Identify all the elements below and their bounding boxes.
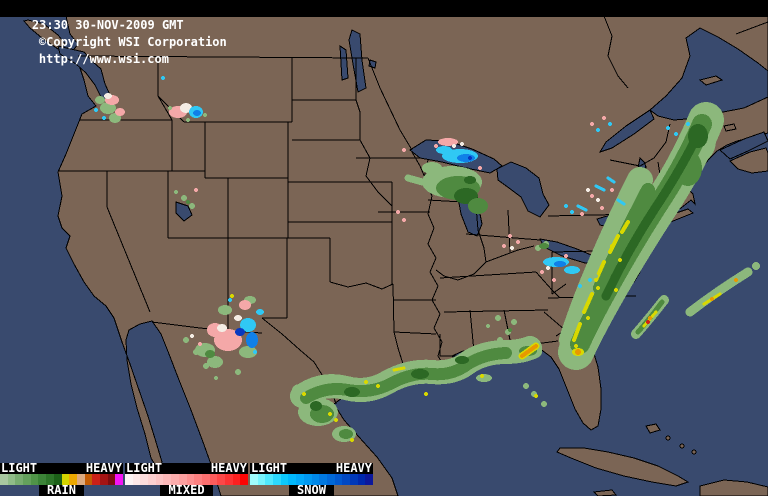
copyright: ©Copyright WSI Corporation	[38, 35, 227, 49]
radar-mix-idaho-montana	[161, 76, 207, 122]
bahamas-island	[679, 443, 685, 449]
radar-mix-washington	[94, 93, 125, 123]
radar-snow-upstate-newyork	[564, 116, 690, 216]
hispaniola	[699, 479, 768, 496]
rain-label: RAIN	[39, 484, 84, 496]
legend-section-mixed: LIGHT HEAVY MIXED	[125, 461, 248, 496]
radar-rain-offshore-atlantic	[631, 262, 760, 339]
bahamas-island	[691, 449, 697, 455]
cuba	[556, 447, 690, 487]
legend-section-snow: LIGHT HEAVY SNOW	[250, 461, 373, 496]
mixed-heavy-label: HEAVY	[210, 461, 247, 475]
legend-section-rain: LIGHT HEAVY RAIN	[0, 461, 123, 496]
state-borders	[58, 15, 768, 405]
radar-snow-great-lakes	[396, 138, 488, 222]
radar-rain-florida-panhandle	[486, 315, 547, 407]
status-bar: 23:30 30-NOV-2009 GMT ©Copyright WSI Cor…	[0, 0, 768, 66]
vancouver-island	[23, 19, 67, 50]
st-lawrence-river	[598, 109, 655, 153]
radar-overlay	[94, 76, 760, 442]
radar-snow-lake-erie	[502, 234, 598, 288]
snow-scale-header: LIGHT HEAVY	[250, 461, 373, 475]
radar-rain-east-coast-band	[558, 102, 724, 370]
rain-scale-header: LIGHT HEAVY	[0, 461, 123, 475]
lake-huron	[496, 161, 550, 218]
rain-light-label: LIGHT	[1, 461, 38, 475]
prince-edward-island	[723, 123, 737, 132]
snow-color-scale	[250, 474, 373, 485]
anticosti-island	[698, 75, 724, 86]
jamaica	[592, 489, 617, 496]
mixed-scale-header: LIGHT HEAVY	[125, 461, 248, 475]
lake-manitoba	[339, 45, 349, 81]
nova-scotia	[729, 147, 768, 174]
snow-heavy-label: HEAVY	[335, 461, 372, 475]
bahamas-island	[665, 435, 671, 441]
bay-of-fundy	[719, 131, 768, 160]
mixed-light-label: LIGHT	[126, 461, 163, 475]
mixed-color-scale	[125, 474, 248, 485]
radar-rain-gulf-coast-band	[290, 336, 542, 442]
mixed-label: MIXED	[160, 484, 213, 496]
rain-color-scale	[0, 474, 123, 485]
radar-rain-utah	[174, 188, 198, 209]
lake-winnipeg	[348, 29, 367, 93]
wsi-url: http://www.wsi.com	[38, 52, 169, 66]
rain-heavy-label: HEAVY	[85, 461, 122, 475]
great-salt-lake	[175, 201, 193, 222]
snow-light-label: LIGHT	[251, 461, 288, 475]
legend: LIGHT HEAVY RAIN LIGHT HEAVY MIXED LIGHT…	[0, 461, 373, 496]
snow-label: SNOW	[289, 484, 334, 496]
bahamas-andros	[645, 423, 661, 434]
timestamp: 23:30 30-NOV-2009 GMT	[31, 18, 184, 32]
radar-winter-mix-new-mexico-texas	[183, 294, 264, 380]
